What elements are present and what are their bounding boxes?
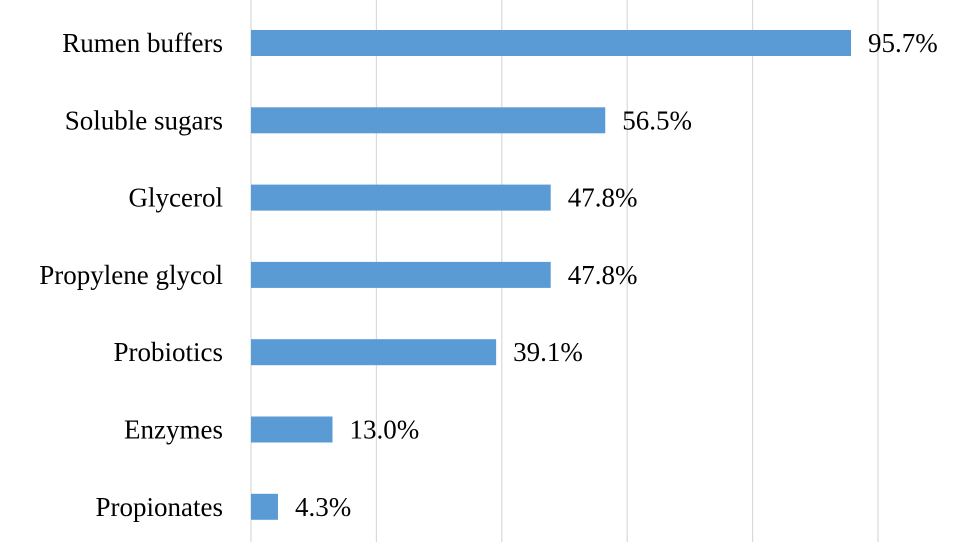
data-label: 56.5%: [622, 105, 692, 135]
bar: [251, 107, 606, 134]
bar: [251, 184, 551, 211]
category-labels: Rumen buffers Soluble sugars Glycerol Propy…: [39, 28, 223, 522]
bar: [251, 339, 497, 366]
category-label: Propionates: [96, 492, 224, 522]
data-label: 95.7%: [868, 28, 938, 58]
data-label: 47.8%: [568, 183, 638, 213]
category-label: Glycerol: [129, 183, 223, 213]
category-label: Propylene glycol: [39, 260, 223, 290]
category-label: Enzymes: [124, 415, 223, 445]
data-label: 47.8%: [568, 260, 638, 290]
category-label: Soluble sugars: [65, 105, 223, 135]
bar: [251, 261, 551, 288]
bar: [251, 30, 852, 56]
bar: [251, 416, 333, 443]
bar: [251, 493, 278, 520]
data-label: 4.3%: [295, 492, 351, 522]
category-label: Rumen buffers: [62, 28, 223, 58]
data-label: 13.0%: [350, 415, 420, 445]
bars: [251, 30, 852, 520]
category-label: Probiotics: [113, 337, 223, 367]
data-labels: 95.7% 56.5% 47.8% 47.8% 39.1% 13.0% 4.3%: [295, 28, 938, 522]
data-label: 39.1%: [513, 337, 583, 367]
